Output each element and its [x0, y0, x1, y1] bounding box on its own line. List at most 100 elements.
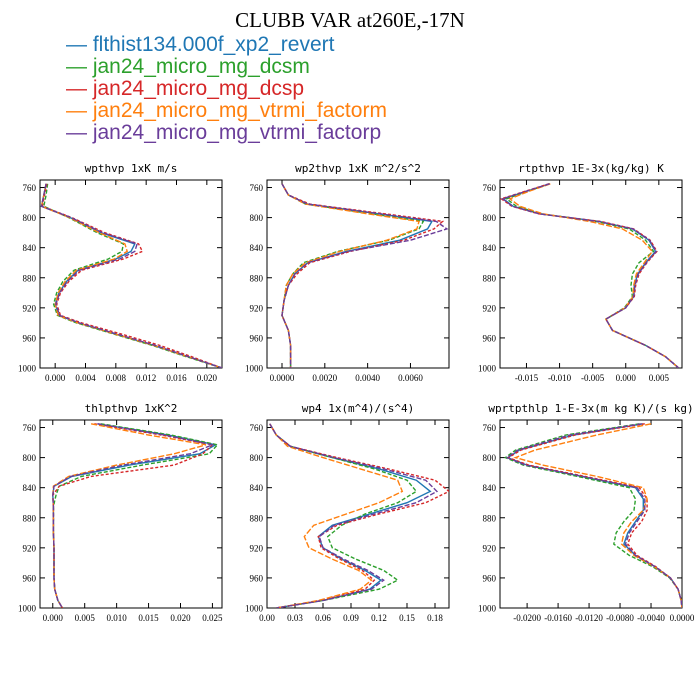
profile-chart: thlpthvp 1xK^2 760 800 840 880 920 960 1000 0.00… — [18, 402, 223, 623]
x-tick-label: 0.010 — [107, 613, 128, 623]
series-line — [508, 183, 680, 368]
series-line — [505, 183, 680, 368]
y-tick-label: 880 — [23, 513, 37, 523]
y-tick-label: 760 — [23, 183, 37, 193]
y-tick-label: 920 — [250, 543, 264, 553]
x-tick-label: -0.010 — [548, 373, 572, 383]
x-tick-label: 0.0040 — [355, 373, 380, 383]
series-line — [52, 423, 218, 608]
plot-frame — [266, 179, 450, 369]
series-line — [281, 183, 420, 368]
x-tick-label: -0.015 — [515, 373, 539, 383]
x-tick-label: 0.004 — [75, 373, 96, 383]
series-line — [281, 183, 425, 368]
legend-entry: — jan24_micro_mg_dcsm — [66, 55, 310, 78]
plot-frame — [499, 179, 683, 369]
y-tick-label: 1000 — [245, 364, 264, 374]
plot-frame — [266, 419, 450, 609]
chart-title: wp4 1x(m^4)/(s^4) — [302, 402, 415, 415]
y-tick-label: 1000 — [18, 604, 37, 614]
x-tick-label: 0.12 — [371, 613, 387, 623]
profile-chart: wpthvp 1xK m/s 760 800 840 880 920 960 1000 0.00… — [18, 162, 223, 383]
y-tick-label: 800 — [250, 453, 264, 463]
series-line — [40, 183, 222, 368]
y-tick-label: 840 — [483, 243, 497, 253]
y-tick-label: 760 — [483, 183, 497, 193]
page-title: CLUBB VAR at260E,-17N — [235, 8, 465, 32]
series-line — [500, 183, 680, 368]
series-line — [506, 423, 682, 608]
x-tick-label: 0.016 — [166, 373, 187, 383]
profile-chart: wp2thvp 1xK m^2/s^2 760 800 840 880 920 960 100… — [245, 162, 450, 383]
y-tick-label: 760 — [23, 423, 37, 433]
y-tick-label: 840 — [483, 483, 497, 493]
y-tick-label: 920 — [23, 543, 37, 553]
y-tick-label: 760 — [250, 423, 264, 433]
y-tick-label: 840 — [23, 483, 37, 493]
chart-title: thlpthvp 1xK^2 — [85, 402, 178, 415]
y-tick-label: 880 — [250, 513, 264, 523]
x-tick-label: 0.008 — [106, 373, 127, 383]
y-tick-label: 960 — [23, 573, 37, 583]
x-tick-label: 0.0060 — [398, 373, 423, 383]
x-tick-label: 0.09 — [343, 613, 359, 623]
series-line — [52, 423, 215, 608]
legend-entry: — jan24_micro_mg_dcsp — [66, 77, 305, 100]
plot-frame — [499, 419, 683, 609]
y-tick-label: 920 — [483, 303, 497, 313]
plot-frame — [39, 179, 223, 369]
y-tick-label: 880 — [250, 273, 264, 283]
y-tick-label: 1000 — [245, 604, 264, 614]
y-tick-label: 880 — [483, 513, 497, 523]
y-tick-label: 760 — [250, 183, 264, 193]
y-tick-label: 800 — [483, 213, 497, 223]
x-tick-label: -0.0160 — [544, 613, 572, 623]
y-tick-label: 760 — [483, 423, 497, 433]
series-line — [505, 423, 682, 608]
y-tick-label: 920 — [250, 303, 264, 313]
y-tick-label: 1000 — [478, 364, 497, 374]
x-tick-label: 0.03 — [287, 613, 303, 623]
y-tick-label: 920 — [23, 303, 37, 313]
plot-frame — [39, 419, 223, 609]
series-line — [269, 423, 418, 608]
y-tick-label: 960 — [483, 333, 497, 343]
series-line — [40, 183, 222, 368]
series-line — [506, 423, 682, 608]
chart-title: wpthvp 1xK m/s — [85, 162, 178, 175]
profile-chart: wprtpthlp 1-E-3x(m kg K)/(s kg) 760 800 840… — [478, 402, 695, 623]
x-tick-label: 0.012 — [136, 373, 156, 383]
x-tick-label: 0.15 — [399, 613, 415, 623]
x-tick-label: -0.0040 — [637, 613, 665, 623]
y-tick-label: 960 — [250, 333, 264, 343]
chart-title: rtpthvp 1E-3x(kg/kg) K — [518, 162, 664, 175]
y-tick-label: 800 — [23, 213, 37, 223]
y-tick-label: 800 — [250, 213, 264, 223]
series-line — [501, 183, 680, 368]
y-tick-label: 800 — [483, 453, 497, 463]
y-tick-label: 840 — [250, 243, 264, 253]
x-tick-label: 0.0000 — [670, 613, 695, 623]
x-tick-label: -0.0080 — [606, 613, 634, 623]
x-tick-label: 0.020 — [197, 373, 218, 383]
y-tick-label: 880 — [483, 273, 497, 283]
y-tick-label: 840 — [23, 243, 37, 253]
y-tick-label: 880 — [23, 273, 37, 283]
series-line — [513, 423, 682, 608]
y-tick-label: 1000 — [478, 604, 497, 614]
series-line — [269, 423, 432, 608]
profile-chart: rtpthvp 1E-3x(kg/kg) K 760 800 840 880 920 960… — [478, 162, 683, 383]
x-tick-label: 0.025 — [202, 613, 223, 623]
series-line — [43, 183, 222, 368]
x-tick-label: -0.0120 — [575, 613, 603, 623]
legend-entry: — jan24_micro_mg_vtrmi_factorm — [66, 99, 387, 122]
x-tick-label: 0.00 — [259, 613, 275, 623]
y-tick-label: 840 — [250, 483, 264, 493]
x-tick-label: 0.000 — [45, 373, 66, 383]
series-line — [269, 423, 449, 608]
chart-title: wprtpthlp 1-E-3x(m kg K)/(s kg) — [488, 402, 693, 415]
x-tick-label: 0.020 — [170, 613, 191, 623]
y-tick-label: 1000 — [18, 364, 37, 374]
x-tick-label: 0.000 — [616, 373, 637, 383]
